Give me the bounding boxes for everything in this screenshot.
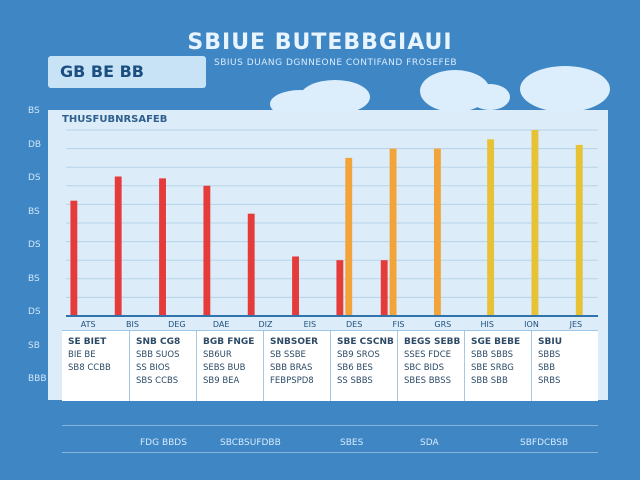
table-cell: SB SSBE — [270, 350, 306, 360]
table-cell: SSES FDCE — [404, 350, 451, 360]
table-header: SBIU — [538, 337, 562, 347]
x-tick-label: BIS — [126, 320, 139, 329]
table-header: SGE BEBE — [471, 337, 521, 347]
panel-header: THUSFUBNRSAFEB — [62, 114, 168, 125]
table-column: BEGS SEBB SSES FDCE SBC BIDS SBES BBSS — [397, 331, 465, 401]
bar — [159, 178, 166, 316]
bar — [487, 139, 495, 316]
table-cell: SB9 SROS — [337, 350, 380, 360]
footer-right: SBFDCBSB — [520, 438, 569, 448]
table-cell: SBB — [538, 363, 556, 373]
table-cell: SBES BBSS — [404, 376, 451, 386]
table-cell: SBC BIDS — [404, 363, 444, 373]
table-header: SNBSOER — [270, 337, 319, 347]
table-column: SE BIET BIE BE SB8 CCBB — [62, 331, 129, 401]
x-tick-label: EIS — [304, 320, 317, 329]
table-cell: SB6 BES — [337, 363, 373, 373]
x-tick-label: HIS — [480, 320, 493, 329]
footer-mid2: SBES — [340, 438, 364, 448]
table-header: SE BIET — [68, 337, 107, 347]
table-cell: SEBS BUB — [203, 363, 246, 373]
x-tick-label: ATS — [81, 320, 96, 329]
table-cell: SB8 CCBB — [68, 363, 111, 373]
y-tick-label: BBB — [28, 374, 47, 384]
table-column: SBE CSCNB SB9 SROS SB6 BES SS SBBS — [330, 331, 398, 401]
legend-label-box: GB BE BB — [48, 56, 206, 88]
footer-line — [62, 452, 598, 453]
label-box-text: GB BE BB — [60, 62, 144, 81]
chart-title: SBIUE BUTEBBGIAUI — [187, 30, 453, 55]
table-cell: FEBPSPD8 — [270, 376, 314, 386]
bar — [345, 157, 353, 316]
table-cell: SBB BRAS — [270, 363, 313, 373]
y-tick-label: SB — [28, 340, 40, 351]
table-cell: SBS CCBS — [136, 376, 179, 386]
footer-left: FDG BBDS — [140, 438, 187, 448]
bar — [114, 176, 122, 316]
bar — [575, 144, 583, 316]
table-cell: SRBS — [538, 376, 561, 386]
x-tick-label: ION — [524, 320, 539, 329]
y-tick-label: DS — [28, 307, 41, 317]
table-cell: SBB SBBS — [471, 350, 514, 360]
table-header: SNB CG8 — [136, 337, 181, 347]
x-tick-label: DEG — [168, 320, 185, 329]
chart-subtitle: SBIUS DUANG DGNNEONE CONTIFAND FROSEFEB — [214, 58, 458, 68]
table-cell: SB6UR — [203, 350, 232, 360]
table-column: SBIU SBBS SBB SRBS — [531, 331, 599, 401]
bar — [531, 130, 539, 316]
y-tick-label: BS — [28, 273, 40, 284]
y-tick-label: DS — [28, 240, 41, 250]
x-tick-label: FIS — [392, 320, 404, 329]
footer-mid: SBCBSUFDBB — [220, 438, 281, 448]
table-header: BEGS SEBB — [404, 337, 461, 347]
footer-mid3: SDA — [420, 438, 439, 448]
table-cell: SS BIOS — [136, 363, 170, 373]
data-table: SE BIET BIE BE SB8 CCBB SNB CG8 SBB SUOS SS B… — [62, 330, 598, 401]
table-cell: SBE SRBG — [471, 363, 514, 373]
bar — [292, 256, 299, 316]
bar — [433, 148, 441, 316]
footer-line — [62, 425, 598, 426]
bar — [336, 260, 344, 316]
table-column: SGE BEBE SBB SBBS SBE SRBG SBB SBB — [464, 331, 532, 401]
table-cell: SBB SUOS — [136, 350, 180, 360]
bar — [380, 260, 388, 316]
bar — [389, 148, 397, 316]
table-cell: SBBS — [538, 350, 561, 360]
x-tick-label: DAE — [213, 320, 230, 329]
table-cell: SB9 BEA — [203, 376, 240, 386]
table-column: SNBSOER SB SSBE SBB BRAS FEBPSPD8 — [263, 331, 331, 401]
cloud-decoration — [300, 80, 370, 114]
x-tick-label: DIZ — [259, 320, 274, 329]
y-tick-label: DS — [28, 173, 41, 183]
table-column: BGB FNGE SB6UR SEBS BUB SB9 BEA — [196, 331, 264, 401]
y-tick-label: DB — [28, 139, 42, 150]
x-tick-label: JES — [569, 320, 583, 329]
y-tick-label: BS — [28, 206, 40, 217]
cloud-decoration — [470, 84, 510, 110]
x-tick-label: GRS — [434, 320, 451, 329]
bar — [247, 213, 255, 316]
table-column: SNB CG8 SBB SUOS SS BIOS SBS CCBS — [129, 331, 197, 401]
table-cell: BIE BE — [68, 350, 96, 360]
bar — [203, 185, 211, 316]
table-cell: SS SBBS — [337, 376, 373, 386]
bar — [70, 200, 78, 316]
cloud-decoration — [520, 66, 610, 112]
table-header: SBE CSCNB — [337, 337, 394, 347]
y-tick-label: BS — [28, 106, 40, 116]
table-header: BGB FNGE — [203, 337, 255, 347]
x-tick-label: DES — [346, 320, 362, 329]
table-cell: SBB SBB — [471, 376, 508, 386]
